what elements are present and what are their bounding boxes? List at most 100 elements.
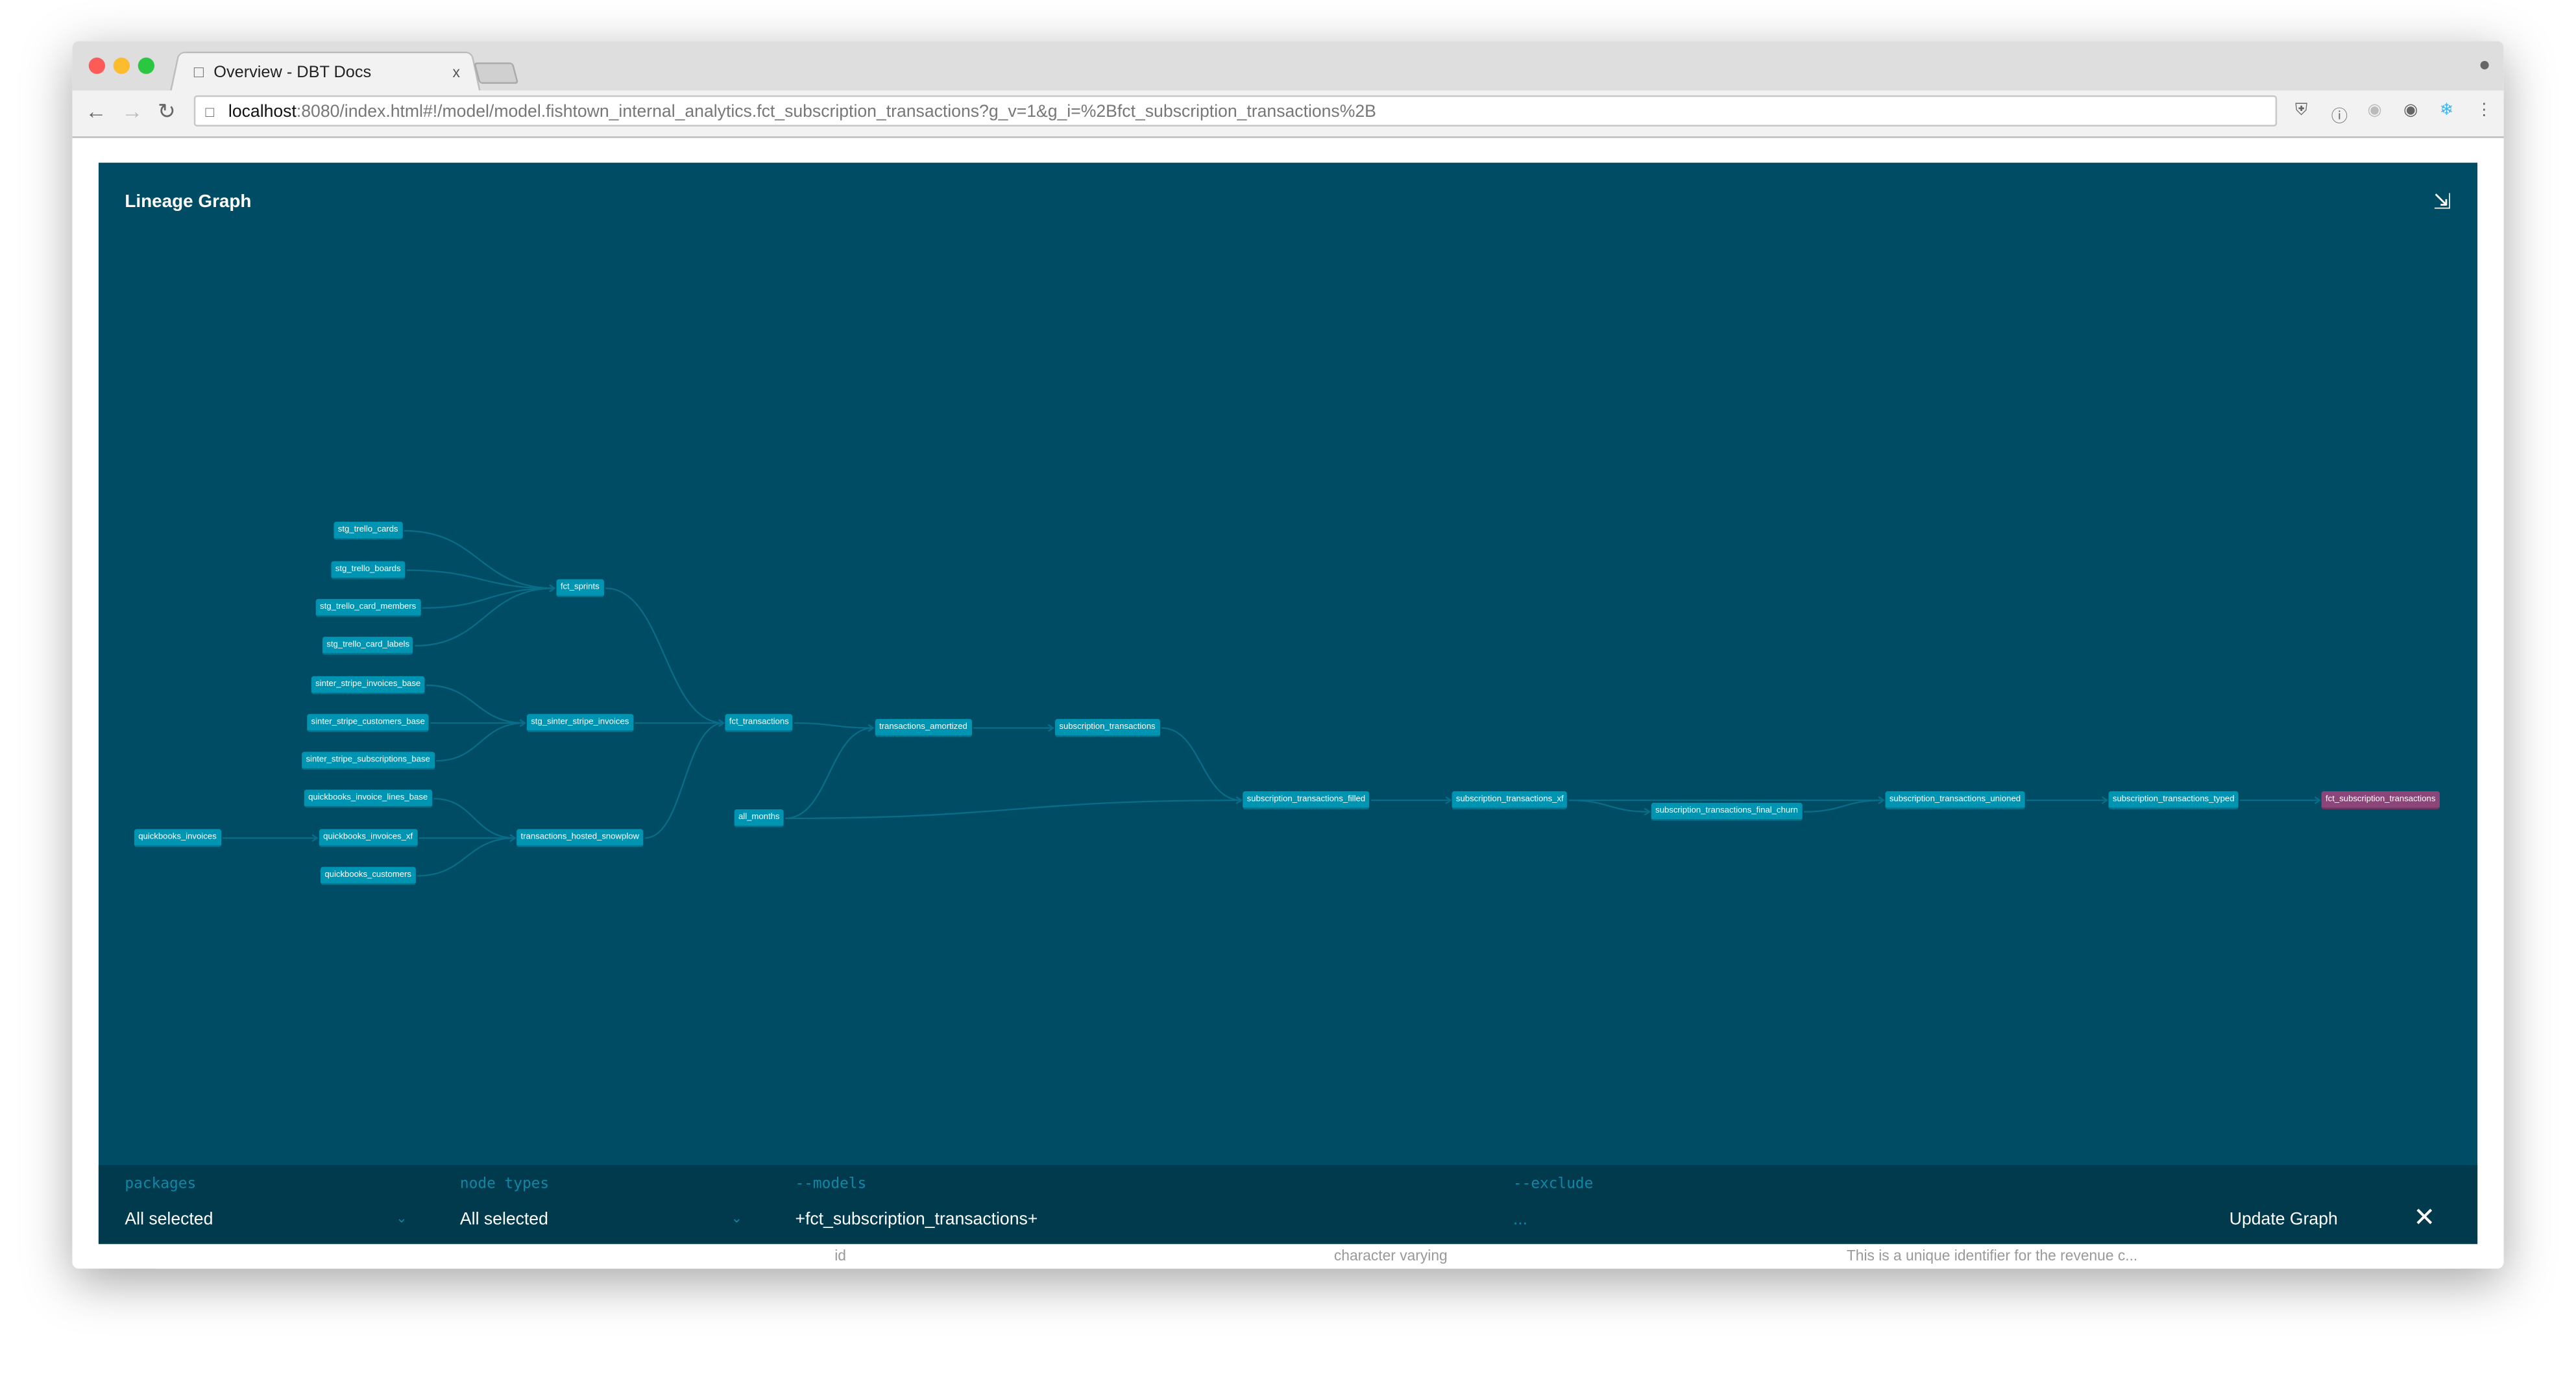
node-types-select[interactable]: All selected: [459, 1209, 548, 1229]
graph-edge: [426, 684, 525, 724]
column-type: character varying: [1333, 1247, 1448, 1264]
graph-node[interactable]: transactions_hosted_snowplow: [516, 829, 644, 848]
graph-node[interactable]: quickbooks_invoice_lines_base: [304, 789, 432, 808]
update-graph-button[interactable]: Update Graph: [2229, 1209, 2338, 1229]
graph-node[interactable]: subscription_transactions_filled: [1243, 791, 1370, 809]
snowflake-icon[interactable]: ❄: [2439, 101, 2454, 120]
edge-arrow: [509, 834, 516, 842]
graph-edge: [406, 569, 555, 589]
edge-arrow: [549, 584, 556, 593]
graph-edge: [415, 587, 555, 647]
page-info-icon: □: [205, 103, 215, 119]
graph-node[interactable]: subscription_transactions_xf: [1452, 791, 1568, 809]
browser-toolbar: ← → ↻ □ localhost:8080/index.html#!/mode…: [72, 90, 2504, 138]
tab-close-button[interactable]: x: [452, 64, 460, 81]
graph-node[interactable]: subscription_transactions_typed: [2108, 791, 2239, 809]
edge-arrow: [2314, 796, 2322, 805]
graph-edge: [794, 722, 873, 729]
graph-edge: [436, 722, 525, 762]
graph-node[interactable]: transactions_amortized: [875, 718, 972, 737]
browser-window: □ Overview - DBT Docs x ● ← → ↻ □ localh…: [72, 41, 2504, 1269]
column-name: id: [834, 1247, 846, 1264]
models-label: --models: [795, 1176, 867, 1194]
edge-arrow: [718, 719, 725, 728]
lineage-graph[interactable]: stg_trello_cards stg_trello_boards stg_tre…: [99, 163, 2477, 1165]
graph-edge: [1568, 799, 1650, 813]
packages-select[interactable]: All selected: [125, 1209, 213, 1229]
graph-filter-bar: packages All selected ⌄ node types All s…: [98, 1165, 2478, 1244]
edge-arrow: [1445, 796, 1452, 805]
chevron-down-icon[interactable]: ⌄: [731, 1211, 742, 1226]
packages-label: packages: [125, 1176, 197, 1194]
graph-edge: [1161, 727, 1241, 802]
minimize-window-button[interactable]: [113, 57, 130, 74]
graph-node[interactable]: sinter_stripe_invoices_base: [311, 676, 425, 694]
new-tab-button[interactable]: [473, 62, 519, 84]
edge-arrow: [2101, 796, 2109, 805]
chevron-down-icon[interactable]: ⌄: [396, 1211, 407, 1226]
address-bar[interactable]: □ localhost:8080/index.html#!/model/mode…: [193, 95, 2278, 127]
graph-edge: [417, 837, 515, 877]
graph-node[interactable]: all_months: [734, 809, 784, 828]
graph-edges: [223, 530, 2322, 877]
tab-title: Overview - DBT Docs: [213, 63, 372, 82]
browser-tab[interactable]: □ Overview - DBT Docs x: [188, 55, 467, 91]
reload-icon[interactable]: ↻: [158, 98, 176, 123]
graph-edge: [644, 722, 724, 839]
graph-edge: [404, 530, 555, 589]
edge-arrow: [1235, 796, 1243, 805]
close-icon[interactable]: ✕: [2413, 1204, 2436, 1233]
graph-node[interactable]: sinter_stripe_customers_base: [307, 714, 430, 732]
exclude-input[interactable]: ...: [1513, 1209, 1528, 1229]
graph-node[interactable]: quickbooks_customers: [321, 866, 416, 885]
url-host: localhost: [228, 101, 297, 121]
collapse-icon[interactable]: ⇲: [2433, 189, 2451, 214]
node-types-label: node types: [459, 1176, 550, 1194]
graph-node[interactable]: fct_transactions: [725, 714, 794, 732]
graph-node[interactable]: stg_trello_boards: [331, 561, 405, 580]
graph-node[interactable]: stg_trello_cards: [334, 521, 402, 540]
graph-edge: [605, 587, 724, 724]
edge-arrow: [311, 834, 319, 842]
graph-node[interactable]: stg_trello_card_members: [315, 598, 420, 617]
graph-edge: [1804, 799, 1884, 813]
exclude-label: --exclude: [1513, 1176, 1594, 1194]
graph-node[interactable]: stg_sinter_stripe_invoices: [526, 714, 633, 732]
graph-edge: [785, 799, 1241, 820]
models-input[interactable]: +fct_subscription_transactions+: [795, 1209, 1038, 1229]
extension-icon-2[interactable]: ◉: [2403, 101, 2418, 120]
graph-edge: [433, 798, 515, 839]
edge-arrow: [1644, 807, 1651, 816]
menu-icon[interactable]: ⋮: [2475, 101, 2492, 120]
graph-node[interactable]: subscription_transactions_unioned: [1885, 791, 2025, 809]
extension-icon[interactable]: ◉: [2367, 101, 2382, 120]
tab-bar: □ Overview - DBT Docs x ●: [72, 41, 2504, 93]
page-icon: □: [193, 63, 204, 82]
edge-arrow: [1047, 724, 1055, 732]
graph-node[interactable]: sinter_stripe_subscriptions_base: [302, 752, 435, 770]
graph-node[interactable]: quickbooks_invoices: [134, 829, 221, 848]
forward-icon[interactable]: →: [121, 98, 143, 123]
lineage-graph-modal: stg_trello_cards stg_trello_boards stg_tre…: [98, 162, 2478, 1244]
graph-node[interactable]: fct_subscription_transactions: [2321, 791, 2440, 809]
shield-extension-icon[interactable]: ⛨: [2295, 101, 2308, 120]
graph-edge: [422, 587, 555, 609]
profile-icon[interactable]: ●: [2479, 53, 2491, 76]
maximize-window-button[interactable]: [138, 57, 154, 74]
column-description: This is a unique identifier for the reve…: [1846, 1247, 2138, 1264]
graph-node[interactable]: stg_trello_card_labels: [322, 637, 414, 655]
page-content: id character varying This is a unique id…: [72, 138, 2504, 1269]
info-extension-icon[interactable]: ⓘ: [2331, 108, 2348, 127]
modal-title: Lineage Graph: [125, 192, 252, 212]
close-window-button[interactable]: [88, 57, 106, 74]
edge-arrow: [1878, 796, 1885, 805]
back-icon[interactable]: ←: [85, 98, 107, 123]
edge-arrow: [868, 724, 875, 732]
graph-node[interactable]: subscription_transactions_final_churn: [1651, 802, 1803, 821]
graph-edge: [785, 727, 873, 820]
graph-node[interactable]: fct_sprints: [556, 579, 604, 598]
edge-arrow: [519, 719, 526, 728]
graph-node[interactable]: quickbooks_invoices_xf: [319, 829, 417, 848]
graph-node[interactable]: subscription_transactions: [1055, 718, 1160, 737]
